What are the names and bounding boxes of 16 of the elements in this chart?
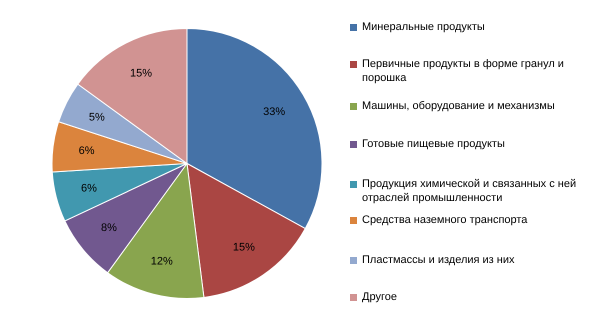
legend-label: Первичные продукты в форме гранул и порошка (362, 57, 565, 85)
legend-label: Продукция химической и связанных с ней отраслей промышленности (362, 177, 578, 205)
data-label: 12% (150, 256, 174, 268)
legend-label: Готовые пищевые продукты (362, 137, 505, 151)
data-label: 15% (130, 67, 152, 80)
data-label: 5% (88, 112, 105, 124)
data-label: 15% (232, 241, 256, 254)
legend-label: Пластмассы и изделия из них (362, 253, 514, 267)
data-label: 6% (80, 182, 98, 195)
data-label: 6% (78, 144, 95, 157)
legend-label: Другое (362, 290, 397, 304)
data-label: 8% (101, 222, 118, 234)
legend-label: Средства наземного транспорта (362, 213, 528, 227)
data-label: 33% (263, 106, 286, 118)
legend-label: Минеральные продукты (362, 20, 485, 34)
legend-label: Машины, оборудование и механизмы (362, 99, 555, 113)
